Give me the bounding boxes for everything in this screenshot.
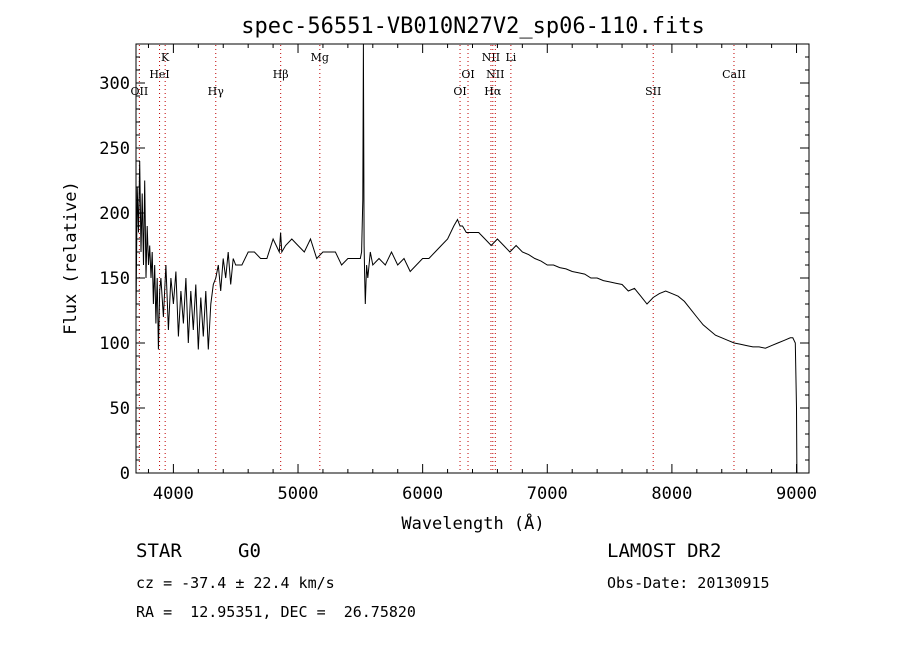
line-label-1: K <box>161 51 170 64</box>
x-tick-label-0: 4000 <box>153 484 194 504</box>
obs-date: Obs-Date: 20130915 <box>607 574 770 592</box>
coordinates: RA = 12.95351, DEC = 26.75820 <box>136 603 416 621</box>
chart-title: spec-56551-VB010N27V2_sp06-110.fits <box>241 14 705 39</box>
x-tick-label-4: 8000 <box>651 484 692 504</box>
line-markers: OII K HeI Hγ Hβ Mg OI OI NII NII Hα Li SII CaII <box>131 45 746 472</box>
y-tick-label-4: 200 <box>99 204 130 224</box>
x-tick-label-2: 6000 <box>402 484 443 504</box>
line-label-2: HeI <box>149 68 169 81</box>
survey-name: LAMOST DR2 <box>607 540 722 562</box>
y-tick-label-0: 0 <box>120 464 130 484</box>
line-label-11: Li <box>505 51 516 64</box>
x-axis-label: Wavelength (Å) <box>401 512 544 534</box>
y-tick-label-6: 300 <box>99 74 130 94</box>
plot-frame <box>135 43 810 474</box>
x-tick-label-3: 7000 <box>527 484 568 504</box>
line-label-5: Mg <box>311 51 329 64</box>
line-label-9: NII <box>486 68 504 81</box>
line-label-6: OI <box>453 85 466 98</box>
object-subclass: G0 <box>238 540 261 562</box>
line-label-7: OI <box>461 68 474 81</box>
line-label-8: NII <box>482 51 500 64</box>
y-tick-label-5: 250 <box>99 139 130 159</box>
spectrum-line <box>135 43 798 474</box>
x-tick-label-5: 9000 <box>776 484 817 504</box>
y-tick-label-2: 100 <box>99 334 130 354</box>
line-label-4: Hβ <box>273 68 289 81</box>
line-label-12: SII <box>645 85 661 98</box>
axes: 4000 5000 6000 7000 8000 9000 0 50 100 150 200 250 3… <box>99 44 817 504</box>
y-tick-label-1: 50 <box>110 399 130 419</box>
x-tick-label-1: 5000 <box>278 484 319 504</box>
line-label-3: Hγ <box>208 85 225 98</box>
line-label-10: Hα <box>484 85 502 98</box>
redshift-readout: cz = -37.4 ± 22.4 km/s <box>136 574 335 592</box>
y-axis-label: Flux (relative) <box>61 181 81 335</box>
object-class: STAR <box>136 540 182 562</box>
line-label-0: OII <box>131 85 149 98</box>
line-label-13: CaII <box>722 68 746 81</box>
y-tick-label-3: 150 <box>99 269 130 289</box>
